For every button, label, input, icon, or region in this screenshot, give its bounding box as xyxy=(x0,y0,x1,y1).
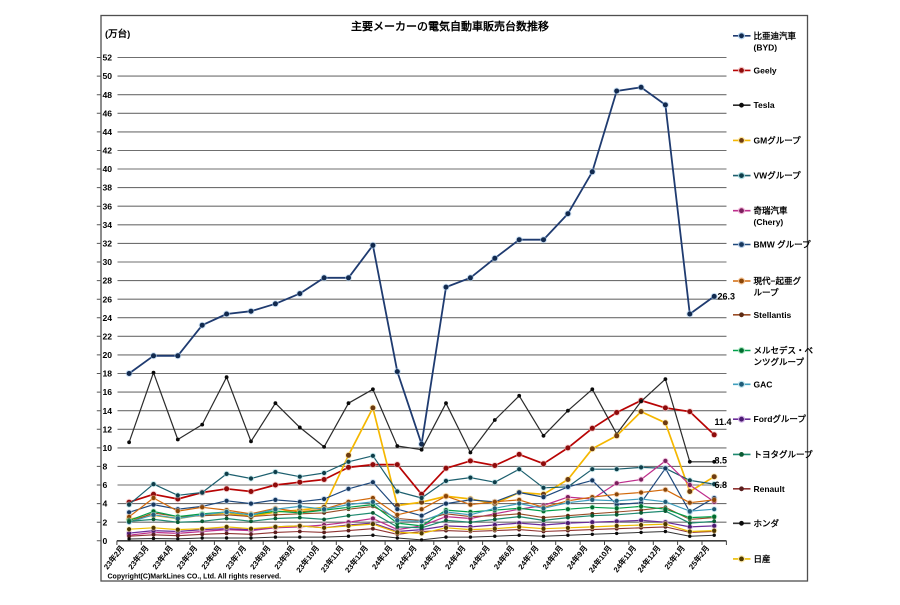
svg-text:(BYD): (BYD) xyxy=(754,42,778,52)
svg-text:16: 16 xyxy=(103,387,113,397)
svg-text:46: 46 xyxy=(103,108,113,118)
svg-text:6.8: 6.8 xyxy=(715,480,728,490)
svg-text:26: 26 xyxy=(103,294,113,304)
svg-text:26.3: 26.3 xyxy=(718,292,736,302)
svg-text:Copyright(C)MarkLines CO., Ltd: Copyright(C)MarkLines CO., Ltd. All righ… xyxy=(108,573,282,580)
svg-text:トヨタグループ: トヨタグループ xyxy=(754,449,813,459)
svg-text:Geely: Geely xyxy=(754,65,777,75)
svg-text:BMW グループ: BMW グループ xyxy=(754,240,812,250)
svg-text:ンツグループ: ンツグループ xyxy=(754,357,805,367)
svg-text:48: 48 xyxy=(103,90,113,100)
svg-text:12: 12 xyxy=(103,424,113,434)
svg-text:メルセデス・ベ: メルセデス・ベ xyxy=(754,346,814,356)
svg-text:30: 30 xyxy=(103,257,113,267)
svg-text:GAC: GAC xyxy=(754,379,773,389)
svg-text:8: 8 xyxy=(103,462,108,472)
svg-text:24: 24 xyxy=(103,313,113,323)
svg-text:(Chery): (Chery) xyxy=(754,217,784,227)
svg-text:14: 14 xyxy=(103,406,113,416)
svg-text:主要メーカーの電気自動車販売台数推移: 主要メーカーの電気自動車販売台数推移 xyxy=(351,19,549,33)
svg-text:Stellantis: Stellantis xyxy=(754,310,792,320)
svg-text:22: 22 xyxy=(103,331,113,341)
svg-text:Fordグループ: Fordグループ xyxy=(754,414,807,424)
svg-text:44: 44 xyxy=(103,127,113,137)
svg-text:28: 28 xyxy=(103,276,113,286)
svg-text:Renault: Renault xyxy=(754,484,785,494)
svg-text:36: 36 xyxy=(103,201,113,211)
svg-text:40: 40 xyxy=(103,164,113,174)
svg-text:18: 18 xyxy=(103,369,113,379)
svg-text:2: 2 xyxy=(103,517,108,527)
svg-text:52: 52 xyxy=(103,53,113,63)
svg-text:0: 0 xyxy=(103,536,108,546)
svg-text:20: 20 xyxy=(103,350,113,360)
svg-text:Tesla: Tesla xyxy=(754,100,775,110)
svg-text:10: 10 xyxy=(103,443,113,453)
svg-text:VWグループ: VWグループ xyxy=(754,171,802,181)
svg-text:34: 34 xyxy=(103,220,113,230)
svg-text:4: 4 xyxy=(103,499,108,509)
svg-text:GMグループ: GMグループ xyxy=(754,135,802,145)
svg-text:ホンダ: ホンダ xyxy=(754,518,780,528)
svg-text:11.4: 11.4 xyxy=(715,417,732,427)
svg-text:8.5: 8.5 xyxy=(715,456,728,466)
svg-text:50: 50 xyxy=(103,71,113,81)
svg-text:42: 42 xyxy=(103,146,113,156)
svg-text:比亜迪汽車: 比亜迪汽車 xyxy=(754,31,797,41)
svg-text:6: 6 xyxy=(103,480,108,490)
svg-text:ループ: ループ xyxy=(754,288,779,298)
svg-text:32: 32 xyxy=(103,239,113,249)
svg-text:38: 38 xyxy=(103,183,113,193)
svg-text:現代−起亜グ: 現代−起亜グ xyxy=(754,276,802,286)
svg-text:(万台): (万台) xyxy=(105,28,130,40)
svg-text:日産: 日産 xyxy=(754,554,772,564)
svg-text:奇瑞汽車: 奇瑞汽車 xyxy=(754,206,789,216)
